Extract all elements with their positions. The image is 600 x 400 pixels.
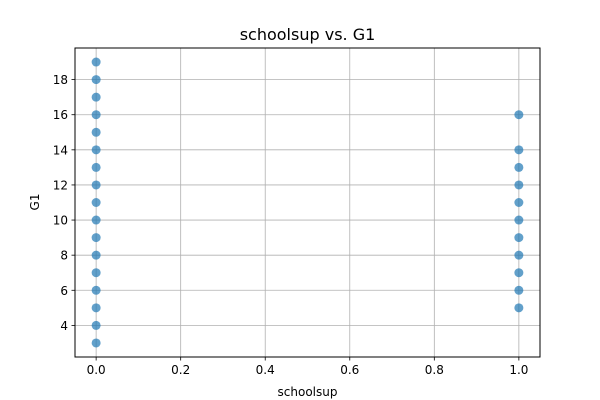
scatter-point <box>514 180 524 190</box>
scatter-point <box>514 250 524 260</box>
x-tick-label: 0.6 <box>340 363 359 377</box>
x-tick-label: 0.2 <box>171 363 190 377</box>
scatter-point <box>514 198 524 207</box>
scatter-point <box>91 162 101 172</box>
y-tick-label: 12 <box>53 178 68 192</box>
scatter-point <box>91 250 101 260</box>
y-tick-label: 18 <box>53 73 68 87</box>
scatter-point <box>91 75 101 85</box>
scatter-point <box>91 338 101 348</box>
scatter-point <box>514 110 524 120</box>
scatter-point <box>514 268 524 278</box>
scatter-point <box>91 92 101 102</box>
plot-area-frame <box>74 47 541 358</box>
scatter-point <box>514 233 524 243</box>
scatter-point <box>91 320 101 330</box>
scatter-point <box>514 145 524 155</box>
scatter-point <box>91 127 101 137</box>
y-axis-label: G1 <box>28 194 42 211</box>
axis-ticks: 0.0 0.2 0.4 0.6 0.8 1.0 4 6 8 10 12 14 16 18 <box>53 73 529 377</box>
y-tick-label: 6 <box>60 284 68 298</box>
x-tick-label: 1.0 <box>509 363 528 377</box>
data-points <box>91 57 524 348</box>
scatter-point <box>514 303 524 313</box>
scatter-point <box>91 110 101 120</box>
scatter-point <box>91 180 101 190</box>
scatter-point <box>514 215 524 225</box>
scatter-point <box>514 285 524 295</box>
y-tick-label: 8 <box>60 249 68 263</box>
y-tick-label: 14 <box>53 143 68 157</box>
scatter-point <box>91 285 101 295</box>
y-tick-label: 10 <box>53 214 68 228</box>
chart-title: schoolsup vs. G1 <box>240 25 376 44</box>
scatter-point <box>91 57 101 67</box>
x-tick-label: 0.0 <box>87 363 106 377</box>
y-tick-label: 16 <box>53 108 68 122</box>
y-tick-label: 4 <box>60 319 68 333</box>
x-tick-label: 0.8 <box>425 363 444 377</box>
x-tick-label: 0.4 <box>256 363 275 377</box>
scatter-point <box>91 268 101 278</box>
scatter-point <box>91 145 101 155</box>
scatter-point <box>91 215 101 225</box>
scatter-point <box>91 233 101 243</box>
scatter-point <box>91 303 101 313</box>
scatter-point <box>91 198 101 207</box>
scatter-point <box>514 162 524 172</box>
x-axis-label: schoolsup <box>278 385 338 399</box>
